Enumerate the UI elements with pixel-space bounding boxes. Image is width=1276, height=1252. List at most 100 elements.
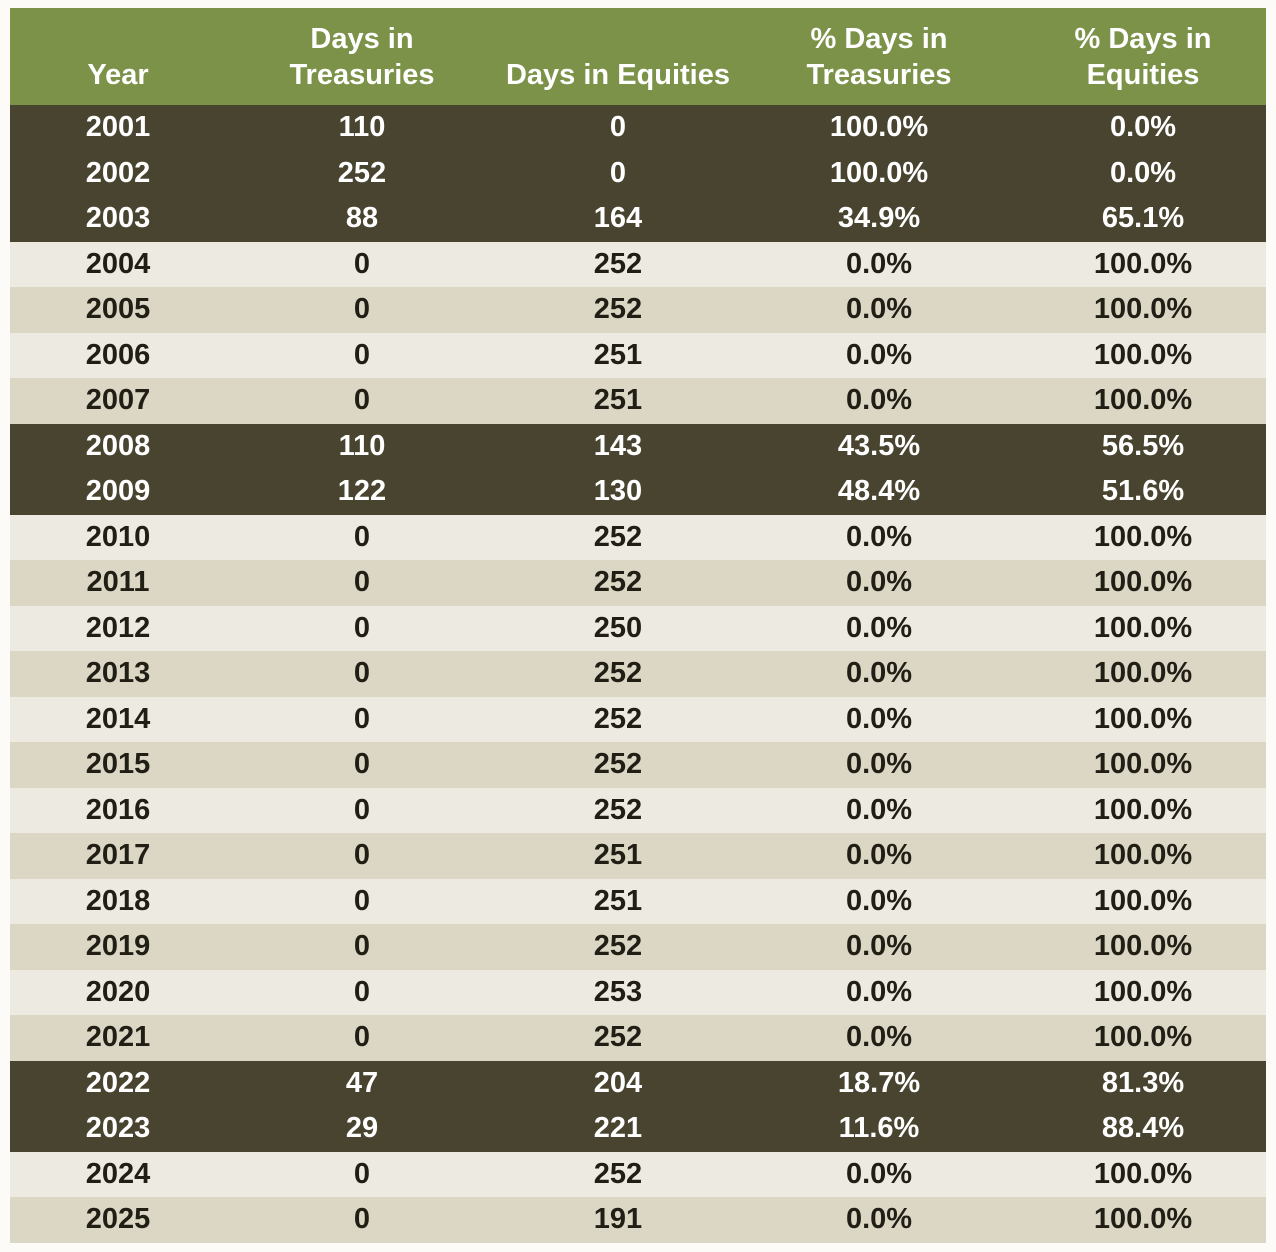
cell-days-equities: 143	[498, 423, 738, 469]
cell-year: 2015	[10, 742, 226, 788]
cell-days-equities: 252	[498, 787, 738, 833]
cell-days-treasuries: 0	[226, 605, 498, 651]
cell-year: 2013	[10, 651, 226, 697]
cell-pct-equities: 100.0%	[1020, 332, 1266, 378]
cell-days-equities: 252	[498, 1015, 738, 1061]
cell-days-treasuries: 0	[226, 287, 498, 333]
column-header-days-in-equities: Days in Equities	[498, 8, 738, 105]
table-row: 2016 0 252 0.0% 100.0%	[10, 787, 1266, 833]
cell-days-equities: 221	[498, 1106, 738, 1152]
cell-days-treasuries: 0	[226, 969, 498, 1015]
cell-pct-treasuries: 34.9%	[738, 196, 1020, 242]
cell-days-treasuries: 110	[226, 423, 498, 469]
cell-year: 2003	[10, 196, 226, 242]
column-header--days-in-equities: % Days in Equities	[1020, 8, 1266, 105]
cell-pct-equities: 81.3%	[1020, 1060, 1266, 1106]
cell-pct-treasuries: 11.6%	[738, 1106, 1020, 1152]
cell-pct-equities: 100.0%	[1020, 605, 1266, 651]
table-row: 2015 0 252 0.0% 100.0%	[10, 742, 1266, 788]
cell-pct-treasuries: 100.0%	[738, 150, 1020, 196]
table-row: 2018 0 251 0.0% 100.0%	[10, 878, 1266, 924]
cell-days-treasuries: 0	[226, 924, 498, 970]
cell-pct-treasuries: 0.0%	[738, 924, 1020, 970]
cell-pct-treasuries: 0.0%	[738, 878, 1020, 924]
cell-days-treasuries: 0	[226, 787, 498, 833]
cell-pct-treasuries: 0.0%	[738, 560, 1020, 606]
cell-year: 2002	[10, 150, 226, 196]
cell-pct-equities: 51.6%	[1020, 469, 1266, 515]
column-header-line: Year	[87, 59, 149, 91]
cell-year: 2025	[10, 1197, 226, 1243]
cell-year: 2011	[10, 560, 226, 606]
cell-pct-equities: 65.1%	[1020, 196, 1266, 242]
table-row: 2017 0 251 0.0% 100.0%	[10, 833, 1266, 879]
table-row: 2013 0 252 0.0% 100.0%	[10, 651, 1266, 697]
cell-pct-equities: 100.0%	[1020, 514, 1266, 560]
cell-days-treasuries: 0	[226, 651, 498, 697]
table-row: 2002 252 0 100.0% 0.0%	[10, 150, 1266, 196]
column-header-line: Treasuries	[806, 59, 952, 91]
cell-pct-equities: 100.0%	[1020, 969, 1266, 1015]
cell-days-treasuries: 29	[226, 1106, 498, 1152]
cell-year: 2007	[10, 378, 226, 424]
cell-days-equities: 252	[498, 696, 738, 742]
cell-pct-equities: 100.0%	[1020, 378, 1266, 424]
cell-pct-treasuries: 0.0%	[738, 833, 1020, 879]
cell-pct-equities: 0.0%	[1020, 105, 1266, 151]
cell-days-equities: 251	[498, 833, 738, 879]
cell-days-equities: 204	[498, 1060, 738, 1106]
cell-year: 2005	[10, 287, 226, 333]
cell-pct-equities: 56.5%	[1020, 423, 1266, 469]
cell-year: 2012	[10, 605, 226, 651]
cell-year: 2020	[10, 969, 226, 1015]
cell-days-equities: 252	[498, 514, 738, 560]
cell-year: 2018	[10, 878, 226, 924]
column-header-line: % Days in	[810, 23, 948, 55]
table-body: 2001 110 0 100.0% 0.0% 2002 252 0 100.0% 0.0% 2003…	[10, 105, 1266, 1243]
cell-days-equities: 251	[498, 378, 738, 424]
column-header-year: Year	[10, 8, 226, 105]
table-row: 2004 0 252 0.0% 100.0%	[10, 241, 1266, 287]
cell-days-treasuries: 110	[226, 105, 498, 151]
cell-year: 2017	[10, 833, 226, 879]
cell-year: 2001	[10, 105, 226, 151]
cell-days-treasuries: 88	[226, 196, 498, 242]
table-row: 2003 88 164 34.9% 65.1%	[10, 196, 1266, 242]
cell-days-equities: 251	[498, 878, 738, 924]
table-row: 2024 0 252 0.0% 100.0%	[10, 1151, 1266, 1197]
cell-days-treasuries: 0	[226, 332, 498, 378]
cell-pct-treasuries: 0.0%	[738, 378, 1020, 424]
cell-days-treasuries: 0	[226, 560, 498, 606]
cell-pct-equities: 100.0%	[1020, 287, 1266, 333]
column-header-line: % Days in	[1074, 23, 1212, 55]
cell-pct-treasuries: 0.0%	[738, 742, 1020, 788]
cell-days-treasuries: 0	[226, 833, 498, 879]
column-header-days-in-treasuries: Days in Treasuries	[226, 8, 498, 105]
cell-pct-treasuries: 0.0%	[738, 332, 1020, 378]
cell-days-equities: 251	[498, 332, 738, 378]
cell-pct-equities: 100.0%	[1020, 742, 1266, 788]
cell-pct-equities: 100.0%	[1020, 560, 1266, 606]
cell-pct-equities: 100.0%	[1020, 1197, 1266, 1243]
table-row: 2010 0 252 0.0% 100.0%	[10, 514, 1266, 560]
cell-days-equities: 252	[498, 924, 738, 970]
cell-days-treasuries: 0	[226, 241, 498, 287]
cell-days-equities: 0	[498, 105, 738, 151]
cell-days-treasuries: 122	[226, 469, 498, 515]
cell-pct-equities: 100.0%	[1020, 696, 1266, 742]
cell-pct-treasuries: 0.0%	[738, 969, 1020, 1015]
cell-pct-treasuries: 0.0%	[738, 514, 1020, 560]
header-row: Year Days in Treasuries Days in Equities % D…	[10, 8, 1266, 105]
table-row: 2023 29 221 11.6% 88.4%	[10, 1106, 1266, 1152]
table-row: 2011 0 252 0.0% 100.0%	[10, 560, 1266, 606]
cell-days-treasuries: 0	[226, 1197, 498, 1243]
table-header: Year Days in Treasuries Days in Equities % D…	[10, 8, 1266, 105]
cell-year: 2008	[10, 423, 226, 469]
cell-pct-equities: 100.0%	[1020, 1151, 1266, 1197]
cell-pct-equities: 100.0%	[1020, 787, 1266, 833]
cell-year: 2010	[10, 514, 226, 560]
treasuries-equities-allocation-table: Year Days in Treasuries Days in Equities % D…	[10, 8, 1266, 1243]
cell-pct-treasuries: 0.0%	[738, 241, 1020, 287]
cell-pct-treasuries: 18.7%	[738, 1060, 1020, 1106]
cell-days-equities: 164	[498, 196, 738, 242]
